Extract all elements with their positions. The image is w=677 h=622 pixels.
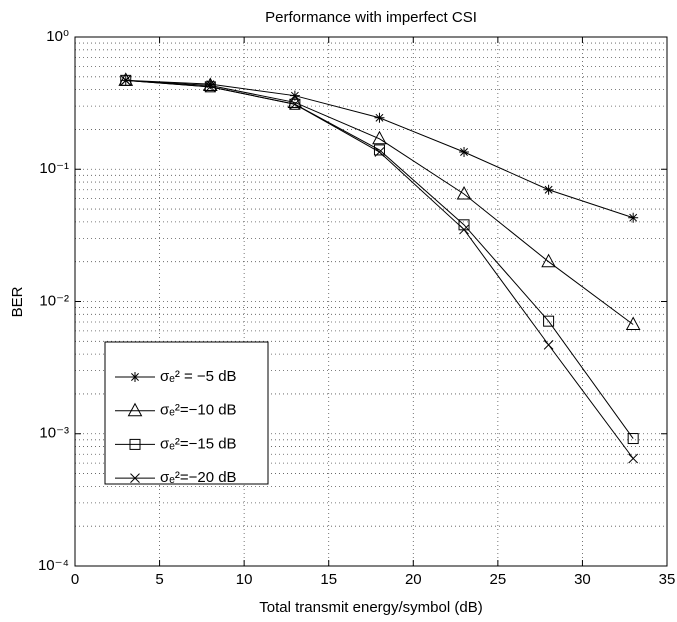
marker xyxy=(543,184,554,195)
chart-title: Performance with imperfect CSI xyxy=(265,9,477,26)
x-tick-label: 35 xyxy=(659,571,676,588)
y-axis-label: BER xyxy=(9,286,26,317)
marker xyxy=(628,212,639,223)
marker xyxy=(130,473,140,483)
marker xyxy=(290,99,300,110)
legend: σₑ² = −5 dB σₑ²=−10 dB σₑ²=−15 dB σₑ²=−20 d… xyxy=(104,341,269,486)
marker xyxy=(374,147,385,157)
marker xyxy=(625,316,641,331)
legend-label: σₑ²=−20 dB xyxy=(160,469,237,486)
legend-box xyxy=(104,341,269,485)
marker xyxy=(202,77,218,91)
x-tick-label: 30 xyxy=(574,571,591,588)
y-tick-label: 10⁻² xyxy=(39,292,69,309)
marker xyxy=(628,453,639,464)
marker xyxy=(372,130,387,145)
marker xyxy=(129,438,141,450)
y-tick-label: 10⁻¹ xyxy=(39,160,69,177)
x-tick-label: 15 xyxy=(320,571,337,588)
marker xyxy=(456,185,472,200)
marker xyxy=(373,144,385,156)
marker xyxy=(627,433,639,445)
legend-label: σₑ²=−15 dB xyxy=(160,435,237,452)
marker xyxy=(130,372,140,382)
marker xyxy=(459,147,470,158)
y-tick-label: 10⁻³ xyxy=(39,425,69,442)
x-tick-label: 0 xyxy=(71,571,79,588)
y-tick-label: 10⁻⁴ xyxy=(38,557,69,574)
marker xyxy=(205,81,216,92)
y-tick-label: 10⁰ xyxy=(46,28,69,45)
series-line xyxy=(125,79,634,325)
marker xyxy=(120,75,131,86)
x-tick-label: 5 xyxy=(155,571,163,588)
marker xyxy=(541,253,556,268)
plot-frame xyxy=(74,36,668,567)
marker xyxy=(127,402,143,417)
legend-label: σₑ² = −5 dB xyxy=(160,368,237,385)
marker xyxy=(543,340,554,350)
x-axis-label: Total transmit energy/symbol (dB) xyxy=(259,599,482,616)
marker xyxy=(543,315,555,327)
legend-label: σₑ²=−10 dB xyxy=(160,402,237,419)
marker xyxy=(459,224,469,235)
x-tick-label: 25 xyxy=(490,571,507,588)
marker xyxy=(289,98,301,110)
x-tick-label: 10 xyxy=(236,571,253,588)
x-tick-label: 20 xyxy=(405,571,422,588)
marker xyxy=(205,79,216,90)
marker xyxy=(374,112,385,123)
